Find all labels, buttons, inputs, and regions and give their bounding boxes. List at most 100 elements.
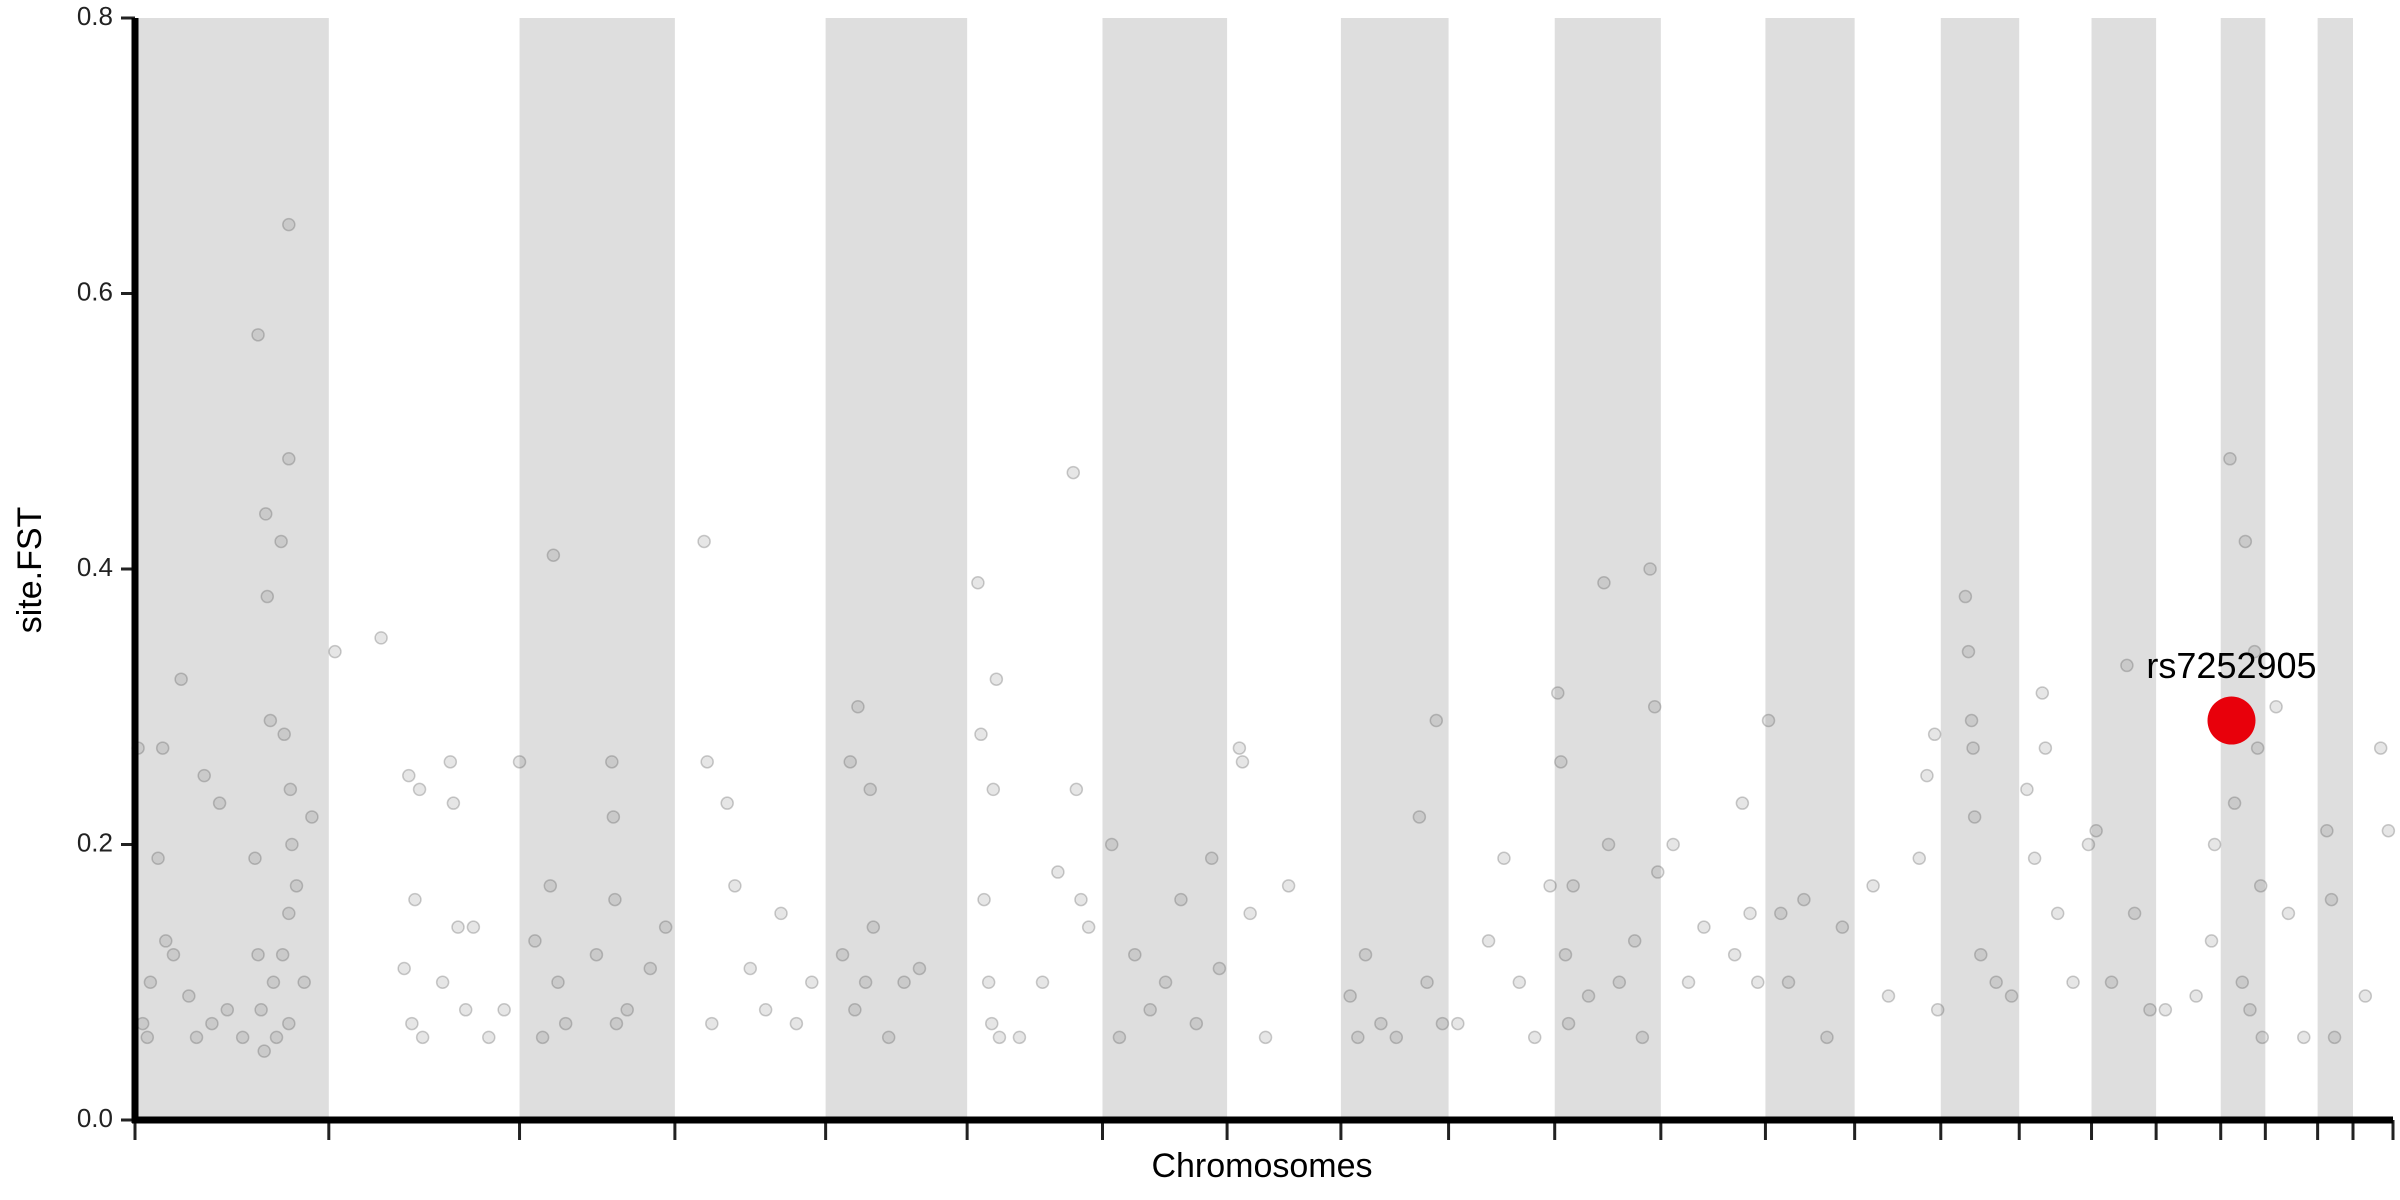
snp-point xyxy=(412,782,427,797)
snp-point xyxy=(1420,975,1434,989)
chromosome-band xyxy=(2317,18,2354,1120)
snp-point xyxy=(1429,713,1444,728)
snp-point xyxy=(643,961,658,976)
snp-point xyxy=(1497,851,1511,866)
snp-point xyxy=(1735,796,1750,810)
snp-point xyxy=(1204,851,1219,866)
snp-point xyxy=(374,631,388,645)
snp-point xyxy=(2207,837,2222,852)
snp-point xyxy=(981,975,996,989)
snp-point xyxy=(535,1030,550,1045)
snp-point xyxy=(305,810,319,824)
snp-point xyxy=(2243,1003,2257,1017)
snp-point xyxy=(2223,452,2237,466)
snp-point xyxy=(1343,989,1357,1003)
snp-point xyxy=(274,534,288,549)
snp-point xyxy=(1389,1030,1404,1045)
snp-point xyxy=(2081,837,2096,852)
snp-point xyxy=(1820,1030,1834,1045)
snp-point xyxy=(851,700,865,714)
y-axis-title: site.FST xyxy=(11,507,49,634)
snp-point xyxy=(1912,851,1927,866)
snp-point xyxy=(1643,562,1657,576)
snp-point xyxy=(1481,934,1496,948)
snp-point xyxy=(159,934,173,948)
snp-point xyxy=(1066,465,1081,480)
snp-point xyxy=(466,920,481,934)
y-tick-label: 0.4 xyxy=(77,552,113,582)
snp-point xyxy=(1543,879,1557,893)
snp-point xyxy=(1635,1030,1650,1045)
snp-point xyxy=(843,755,857,769)
snp-point xyxy=(1232,741,1247,755)
snp-point xyxy=(2373,741,2388,755)
snp-point xyxy=(912,961,927,976)
snp-point xyxy=(1243,906,1257,921)
snp-point xyxy=(1797,892,1811,907)
snp-point xyxy=(2035,686,2050,700)
snp-point xyxy=(266,975,281,989)
snp-point xyxy=(2089,823,2103,838)
snp-point xyxy=(2281,906,2296,921)
y-tick-label: 0.2 xyxy=(77,827,113,857)
snp-point xyxy=(2104,975,2119,989)
snp-point xyxy=(605,755,619,769)
snp-point xyxy=(2127,906,2142,921)
snp-point xyxy=(1666,837,1680,852)
snp-point xyxy=(1835,920,1850,934)
snp-point xyxy=(2004,989,2019,1003)
snp-point xyxy=(151,851,165,866)
snp-point xyxy=(482,1030,496,1045)
snp-point xyxy=(606,810,621,824)
snp-point xyxy=(446,796,461,810)
snp-point xyxy=(435,975,450,989)
snp-point xyxy=(1281,879,1296,893)
snp-point xyxy=(1964,713,1979,728)
snp-point xyxy=(1112,1030,1127,1045)
snp-point xyxy=(1781,975,1796,989)
snp-point xyxy=(700,755,714,769)
snp-point xyxy=(2269,700,2283,714)
snp-point xyxy=(1051,865,1065,879)
snp-point xyxy=(984,1016,999,1031)
snp-point xyxy=(1435,1016,1450,1031)
snp-point xyxy=(2038,741,2053,755)
snp-point xyxy=(1612,975,1627,989)
snp-point xyxy=(543,879,558,893)
snp-point xyxy=(1412,810,1427,824)
snp-point xyxy=(140,1030,155,1045)
snp-point xyxy=(1601,837,1616,852)
snp-point xyxy=(497,1003,511,1017)
snp-point xyxy=(1750,975,1765,989)
chromosome-band xyxy=(1940,18,2020,1120)
chromosome-band xyxy=(2220,18,2266,1120)
snp-point xyxy=(858,975,873,989)
snp-point xyxy=(1104,837,1119,852)
y-tick-label: 0.0 xyxy=(77,1103,113,1133)
snp-point xyxy=(728,879,742,893)
snp-point xyxy=(1774,906,1788,921)
snp-point xyxy=(2253,879,2268,893)
snp-point xyxy=(1866,879,1880,893)
y-tick-label: 0.8 xyxy=(77,1,113,31)
snp-point xyxy=(260,589,275,604)
chromosome-band xyxy=(1554,18,1661,1120)
snp-point xyxy=(443,755,458,769)
snp-point xyxy=(1189,1016,1204,1031)
snp-point xyxy=(2120,658,2134,673)
snp-point xyxy=(528,934,542,948)
snp-point xyxy=(863,782,877,797)
snp-point xyxy=(512,755,527,769)
chromosome-band xyxy=(1340,18,1449,1120)
snp-point xyxy=(397,961,411,976)
snp-point xyxy=(2027,851,2042,866)
snp-point xyxy=(2297,1030,2311,1045)
snp-point xyxy=(282,1016,296,1031)
snp-point xyxy=(1920,768,1934,783)
snp-point xyxy=(1174,892,1188,907)
snp-point xyxy=(1558,947,1573,962)
snp-point xyxy=(220,1003,235,1017)
snp-point xyxy=(282,217,296,232)
snp-point xyxy=(720,796,734,810)
snp-point xyxy=(1554,755,1568,769)
